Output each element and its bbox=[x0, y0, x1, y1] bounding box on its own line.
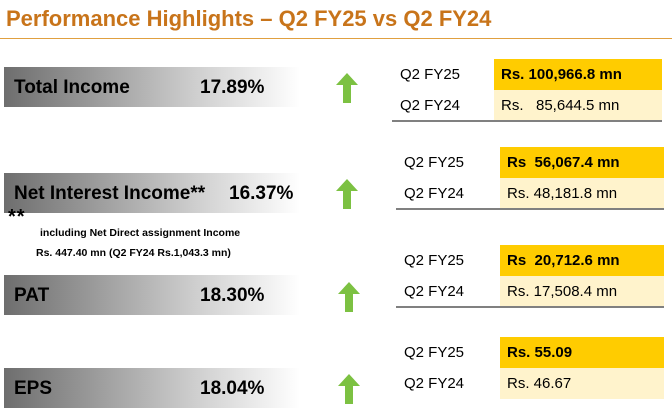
previous-value: Rs. 17,508.4 mn bbox=[500, 276, 664, 307]
metric-growth: 18.04% bbox=[200, 378, 265, 399]
current-row: Q2 FY25 Rs 20,712.6 mn bbox=[396, 245, 664, 276]
metric-label: Net Interest Income** bbox=[14, 183, 206, 204]
previous-row: Q2 FY24 Rs. 46.67 bbox=[396, 368, 664, 399]
metric-net-interest-income: Net Interest Income** 16.37% bbox=[4, 173, 300, 213]
row-divider bbox=[392, 120, 662, 122]
current-period: Q2 FY25 bbox=[404, 252, 465, 269]
arrow-up-icon bbox=[338, 374, 360, 404]
current-row: Q2 FY25 Rs. 55.09 bbox=[396, 337, 664, 368]
footnote-line-1: including Net Direct assignment Income bbox=[40, 227, 241, 239]
current-row: Q2 FY25 Rs. 100,966.8 mn bbox=[392, 59, 662, 90]
previous-period: Q2 FY24 bbox=[400, 97, 461, 114]
footnote-line-2: Rs. 447.40 mn (Q2 FY24 Rs.1,043.3 mn) bbox=[36, 247, 231, 259]
previous-value: Rs. 46.67 bbox=[500, 368, 664, 399]
metric-total-income: Total Income 17.89% bbox=[4, 67, 300, 107]
comparison-net-interest-income: Q2 FY25 Rs 56,067.4 mn Q2 FY24 Rs. 48,18… bbox=[396, 147, 664, 210]
page-title: Performance Highlights – Q2 FY25 vs Q2 F… bbox=[6, 6, 492, 31]
current-value: Rs 56,067.4 mn bbox=[500, 147, 664, 178]
previous-row: Q2 FY24 Rs. 85,644.5 mn bbox=[392, 90, 662, 121]
row-divider bbox=[396, 208, 664, 210]
previous-period: Q2 FY24 bbox=[404, 283, 465, 300]
title-divider bbox=[0, 38, 672, 39]
previous-period: Q2 FY24 bbox=[404, 375, 465, 392]
metric-growth: 18.30% bbox=[200, 285, 265, 306]
metric-pat: PAT 18.30% bbox=[4, 275, 300, 315]
arrow-up-icon bbox=[336, 179, 358, 209]
previous-value: Rs. 85,644.5 mn bbox=[494, 90, 662, 121]
current-value: Rs. 55.09 bbox=[500, 337, 664, 368]
previous-row: Q2 FY24 Rs. 48,181.8 mn bbox=[396, 178, 664, 209]
current-period: Q2 FY25 bbox=[404, 344, 465, 361]
metric-label: EPS bbox=[14, 378, 53, 399]
metric-eps: EPS 18.04% bbox=[4, 368, 300, 408]
previous-row: Q2 FY24 Rs. 17,508.4 mn bbox=[396, 276, 664, 307]
current-value: Rs 20,712.6 mn bbox=[500, 245, 664, 276]
metric-label: Total Income bbox=[14, 77, 130, 98]
row-divider bbox=[396, 306, 664, 308]
current-row: Q2 FY25 Rs 56,067.4 mn bbox=[396, 147, 664, 178]
previous-period: Q2 FY24 bbox=[404, 185, 465, 202]
metric-growth: 17.89% bbox=[200, 77, 265, 98]
current-period: Q2 FY25 bbox=[404, 154, 465, 171]
metric-growth: 16.37% bbox=[229, 183, 294, 204]
comparison-pat: Q2 FY25 Rs 20,712.6 mn Q2 FY24 Rs. 17,50… bbox=[396, 245, 664, 308]
current-period: Q2 FY25 bbox=[400, 66, 461, 83]
current-value: Rs. 100,966.8 mn bbox=[494, 59, 662, 90]
metric-label: PAT bbox=[14, 285, 50, 306]
comparison-eps: Q2 FY25 Rs. 55.09 Q2 FY24 Rs. 46.67 bbox=[396, 337, 664, 399]
arrow-up-icon bbox=[338, 282, 360, 312]
comparison-total-income: Q2 FY25 Rs. 100,966.8 mn Q2 FY24 Rs. 85,… bbox=[392, 59, 662, 122]
previous-value: Rs. 48,181.8 mn bbox=[500, 178, 664, 209]
arrow-up-icon bbox=[336, 73, 358, 103]
footnote-marker: ** bbox=[8, 206, 26, 228]
